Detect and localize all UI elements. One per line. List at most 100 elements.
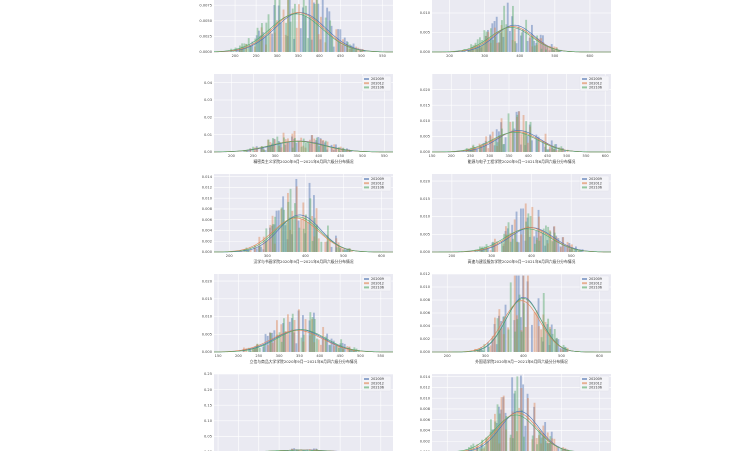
histogram-bar bbox=[284, 225, 287, 252]
histogram-bar bbox=[509, 282, 512, 352]
chart-title: 汉学与书画学院2020年9月一2021年6月四六级分分布情况 bbox=[253, 259, 353, 264]
histogram-bar bbox=[534, 243, 536, 252]
legend-swatch bbox=[582, 286, 587, 289]
histogram-bar bbox=[516, 241, 519, 252]
histogram-bar bbox=[538, 240, 541, 252]
kde-curve-202106 bbox=[213, 329, 393, 353]
histogram-bar bbox=[513, 320, 516, 352]
histogram-bar bbox=[266, 145, 269, 152]
x-tick-label: 200 bbox=[232, 54, 240, 58]
histogram-bar bbox=[324, 241, 327, 252]
x-tick-label: 250 bbox=[467, 154, 475, 158]
histogram-bar bbox=[484, 140, 487, 152]
x-tick-label: 350 bbox=[506, 154, 514, 158]
histogram-bar bbox=[545, 225, 547, 252]
histogram-bar bbox=[525, 221, 528, 252]
histogram-bar bbox=[500, 409, 503, 451]
legend-label: 202012 bbox=[589, 381, 602, 385]
histogram-panel-9: 1502002503003504004505005500.000.050.100… bbox=[204, 372, 393, 451]
histogram-bar bbox=[481, 439, 484, 451]
histogram-bar bbox=[511, 411, 514, 451]
histogram-bar bbox=[256, 27, 259, 52]
histogram-bar bbox=[514, 41, 517, 52]
x-tick-label: 300 bbox=[482, 354, 490, 358]
histogram-bar bbox=[548, 50, 551, 52]
histogram-bar bbox=[547, 318, 550, 352]
histogram-bar bbox=[333, 346, 336, 352]
histogram-bar bbox=[512, 5, 514, 53]
y-tick-label: 0.008 bbox=[202, 207, 213, 211]
histogram-bar bbox=[498, 135, 501, 152]
histogram-bar bbox=[494, 27, 496, 52]
histogram-bar bbox=[273, 339, 276, 352]
histogram-bar bbox=[262, 32, 265, 52]
x-tick-label: 200 bbox=[228, 154, 236, 158]
histogram-bar bbox=[300, 137, 303, 152]
histogram-bar bbox=[317, 3, 320, 53]
histogram-bar bbox=[546, 45, 549, 52]
histogram-bar bbox=[514, 390, 517, 451]
histogram-bar bbox=[520, 387, 523, 451]
histogram-bar bbox=[264, 333, 267, 352]
histogram-bar bbox=[540, 229, 543, 252]
histogram-bar bbox=[509, 437, 512, 451]
histogram-bar bbox=[288, 217, 291, 252]
histogram-bar bbox=[271, 143, 274, 152]
y-tick-label: 0.000 bbox=[420, 350, 431, 354]
histogram-bar bbox=[344, 250, 347, 252]
histogram-bar bbox=[507, 222, 510, 252]
histogram-bar bbox=[350, 349, 353, 352]
legend-box bbox=[579, 75, 610, 92]
histogram-bar bbox=[304, 215, 307, 252]
histogram-bar bbox=[311, 135, 314, 152]
histogram-bar bbox=[320, 344, 322, 352]
x-tick-label: 500 bbox=[359, 154, 367, 158]
y-tick-label: 0.006 bbox=[420, 418, 431, 422]
y-tick-label: 0.20 bbox=[204, 388, 213, 392]
histogram-bar bbox=[326, 241, 329, 252]
legend-swatch bbox=[582, 178, 587, 180]
histogram-bar bbox=[487, 30, 489, 52]
histogram-bar bbox=[329, 20, 332, 52]
histogram-bar bbox=[280, 142, 282, 152]
histogram-bar bbox=[252, 349, 255, 352]
histogram-bar bbox=[264, 150, 267, 152]
histogram-bar bbox=[523, 436, 525, 451]
histogram-bar bbox=[472, 49, 474, 52]
legend-swatch bbox=[364, 386, 369, 389]
histogram-bar bbox=[557, 50, 560, 52]
histogram-bar bbox=[542, 314, 545, 352]
x-tick-label: 500 bbox=[357, 354, 365, 358]
histogram-bar bbox=[555, 446, 558, 451]
y-tick-label: 0.006 bbox=[202, 218, 213, 222]
legend-label: 202106 bbox=[589, 86, 602, 90]
histogram-bar bbox=[509, 121, 512, 152]
histogram-bar bbox=[523, 303, 525, 352]
histogram-bar bbox=[311, 240, 314, 252]
histogram-bar bbox=[468, 150, 470, 152]
x-tick-label: 250 bbox=[250, 154, 258, 158]
histogram-bar bbox=[493, 145, 496, 152]
histogram-bar bbox=[319, 138, 322, 152]
histogram-bar bbox=[253, 348, 256, 352]
x-tick-label: 550 bbox=[379, 54, 387, 58]
histogram-bar bbox=[308, 320, 311, 352]
histogram-bar bbox=[502, 245, 505, 252]
y-tick-label: 0.0000 bbox=[199, 50, 212, 54]
histogram-bar bbox=[558, 147, 561, 152]
histogram-bar bbox=[557, 50, 560, 52]
histogram-bar bbox=[547, 149, 550, 152]
y-tick-label: 0.008 bbox=[420, 407, 431, 411]
histogram-bar bbox=[482, 248, 485, 252]
x-tick-label: 550 bbox=[583, 154, 591, 158]
histogram-bar bbox=[269, 332, 272, 352]
histogram-bar bbox=[556, 337, 558, 352]
histogram-bar bbox=[351, 46, 354, 52]
histogram-bar bbox=[263, 149, 266, 152]
histogram-bar bbox=[273, 243, 276, 252]
histogram-bar bbox=[309, 198, 312, 252]
histogram-bar bbox=[476, 350, 479, 352]
histogram-bar bbox=[487, 346, 490, 352]
